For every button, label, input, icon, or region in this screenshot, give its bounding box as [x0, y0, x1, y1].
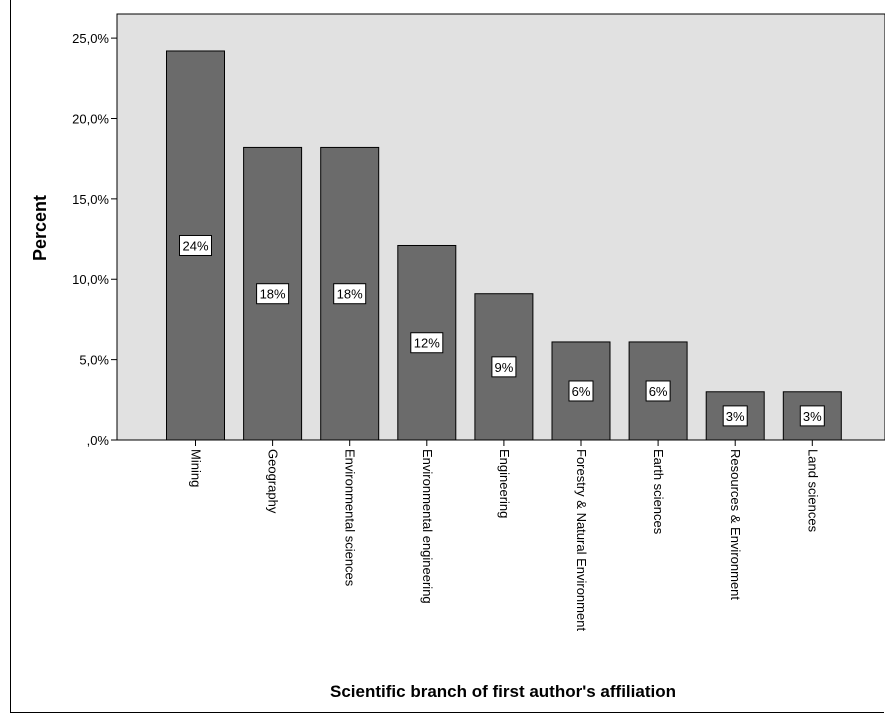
data-label-box: [256, 283, 290, 305]
x-tick-label: Land sciences: [805, 449, 820, 533]
x-axis-title: Scientific branch of first author's affi…: [330, 682, 676, 701]
data-label-box: [491, 356, 517, 378]
data-label: 6%: [649, 384, 668, 399]
ticks-layer: ,0% 5,0% 10,0% 15,0% 20,0% 25,0% Mining Geograp…: [72, 14, 885, 631]
data-label: 3%: [803, 409, 822, 424]
data-label: 3%: [726, 409, 745, 424]
x-tick-label: Environmental sciences: [343, 449, 358, 587]
data-label: 6%: [572, 384, 591, 399]
data-label-box: [568, 380, 594, 402]
y-tick-label: ,0%: [87, 433, 110, 448]
data-label-box: [333, 283, 367, 305]
y-axis-title: Percent: [30, 195, 50, 261]
data-label-box: [645, 380, 671, 402]
x-tick-label: Earth sciences: [651, 449, 666, 535]
chart-frame: [10, 0, 884, 713]
x-tick-label: Geography: [266, 449, 281, 514]
data-label: 24%: [182, 238, 208, 253]
y-tick-label: 25,0%: [72, 31, 109, 46]
x-tick-label: Engineering: [497, 449, 512, 518]
data-label-box: [410, 332, 444, 354]
y-tick-label: 5,0%: [79, 353, 109, 368]
x-tick-label: Resources & Environment: [728, 449, 743, 600]
data-label-box: [179, 234, 212, 256]
y-tick-label: 15,0%: [72, 192, 109, 207]
data-label-box: [799, 405, 825, 427]
x-tick-label: Forestry & Natural Environment: [574, 449, 589, 631]
data-label: 18%: [337, 287, 363, 302]
data-label: 9%: [495, 360, 514, 375]
data-label: 18%: [260, 287, 286, 302]
y-tick-label: 20,0%: [72, 111, 109, 126]
data-label-box: [722, 405, 748, 427]
bars-layer: 24% 18% 18% 12% 9% 6% 6% 3% 3%: [166, 50, 842, 441]
y-tick-label: 10,0%: [72, 272, 109, 287]
x-tick-label: Environmental engineering: [420, 449, 435, 604]
data-label: 12%: [414, 336, 440, 351]
x-tick-label: Mining: [189, 449, 204, 487]
